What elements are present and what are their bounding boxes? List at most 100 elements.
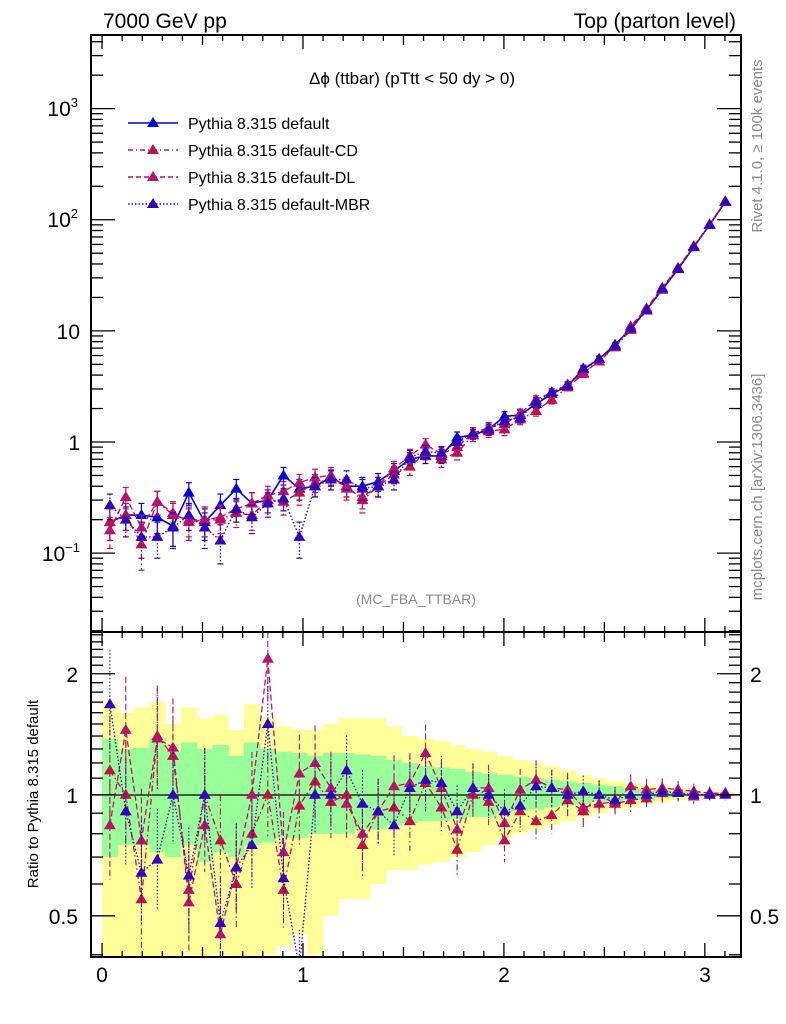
data-point [577, 362, 590, 373]
data-point [514, 411, 527, 422]
series-line [109, 201, 726, 542]
legend-marker-icon [147, 198, 159, 208]
ratio-point [466, 781, 479, 792]
ratio-point [719, 788, 732, 799]
data-point [119, 490, 132, 501]
data-point [356, 490, 369, 501]
data-point [419, 445, 432, 456]
ratio-point [561, 788, 574, 799]
legend-item-default[interactable]: Pythia 8.315 default [128, 116, 330, 133]
ratio-point [198, 819, 211, 830]
ratio-point [340, 788, 353, 799]
ratio-point [640, 788, 653, 799]
legend-marker-icon [147, 117, 159, 127]
legend: Pythia 8.315 default Pythia 8.315 defaul… [128, 116, 370, 214]
data-point [656, 282, 669, 293]
data-point [466, 427, 479, 438]
legend-item-default-mbr[interactable]: Pythia 8.315 default-MBR [128, 197, 370, 214]
data-point [703, 218, 716, 229]
ratio-point [182, 869, 195, 880]
series-line [109, 201, 726, 546]
data-point [230, 502, 243, 513]
ratio-point [293, 799, 306, 810]
x-tick-labels: 0 1 2 3 [96, 964, 711, 987]
ratio-point [419, 773, 432, 784]
rivet-version-label: Rivet 4.1.0, ≥ 100k events [749, 59, 766, 232]
ratio-point [530, 780, 543, 791]
ratio-point [451, 805, 464, 816]
data-point [182, 509, 195, 520]
data-point [372, 480, 385, 491]
data-point [245, 511, 258, 522]
ratio-point [609, 794, 622, 805]
data-point [198, 513, 211, 524]
ratio-point [435, 776, 448, 787]
ratio-ytick-1-right: 1 [750, 785, 762, 808]
data-point [530, 395, 543, 406]
ytick-label-100: 102 [47, 206, 78, 232]
data-point [719, 195, 732, 206]
ratio-point [119, 723, 132, 734]
legend-label: Pythia 8.315 default-MBR [188, 197, 370, 214]
ratio-y-tick-labels: 2 1 0.5 2 1 0.5 [49, 664, 779, 929]
data-point [640, 303, 653, 314]
ratio-point [624, 788, 637, 799]
data-point [324, 473, 337, 484]
xtick-label-2: 2 [498, 964, 510, 987]
legend-marker-icon [147, 144, 159, 154]
ratio-ytick-0.5: 0.5 [49, 906, 78, 929]
ratio-point [245, 827, 258, 838]
ratio-point [340, 764, 353, 775]
data-point [387, 462, 400, 473]
data-point [561, 379, 574, 390]
data-point [135, 530, 148, 541]
ratio-point [277, 872, 290, 883]
data-point [435, 446, 448, 457]
ratio-band-green-bin [528, 778, 545, 810]
ratio-point [356, 797, 369, 808]
data-point [498, 414, 511, 425]
data-point [135, 509, 148, 520]
ratio-band-green-bin [228, 755, 245, 858]
data-point [403, 451, 416, 462]
ratio-point [387, 780, 400, 791]
data-point [277, 469, 290, 480]
series-line [109, 200, 726, 531]
data-point [340, 473, 353, 484]
ratio-point [624, 780, 637, 791]
ratio-line [109, 658, 726, 935]
main-series-2 [103, 195, 732, 550]
ratio-point [545, 781, 558, 792]
ratio-point [530, 815, 543, 826]
data-point [103, 524, 116, 535]
ratio-point [245, 839, 258, 850]
legend-item-default-cd[interactable]: Pythia 8.315 default-CD [128, 143, 358, 160]
ratio-point [214, 916, 227, 927]
ratio-point [703, 788, 716, 799]
ratio-line [109, 734, 726, 900]
data-point [624, 322, 637, 333]
ratio-point [261, 652, 274, 663]
ratio-point [103, 819, 116, 830]
data-point [593, 352, 606, 363]
ratio-point [593, 788, 606, 799]
ratio-point [577, 801, 590, 812]
ratio-point [103, 764, 116, 775]
ratio-point [482, 788, 495, 799]
data-point [151, 530, 164, 541]
data-point [166, 521, 179, 532]
data-point [387, 473, 400, 484]
data-point [293, 530, 306, 541]
data-point [356, 482, 369, 493]
ratio-point [245, 788, 258, 799]
energy-label: 7000 GeV pp [103, 10, 227, 33]
ratio-point [293, 767, 306, 778]
legend-label: Pythia 8.315 default-CD [188, 143, 358, 160]
xtick-label-3: 3 [699, 964, 711, 987]
ratio-point [261, 788, 274, 799]
legend-item-default-dl[interactable]: Pythia 8.315 default-DL [128, 170, 355, 187]
data-point [151, 495, 164, 506]
data-point [545, 386, 558, 397]
ratio-point [119, 805, 132, 816]
main-series-3 [103, 195, 732, 565]
